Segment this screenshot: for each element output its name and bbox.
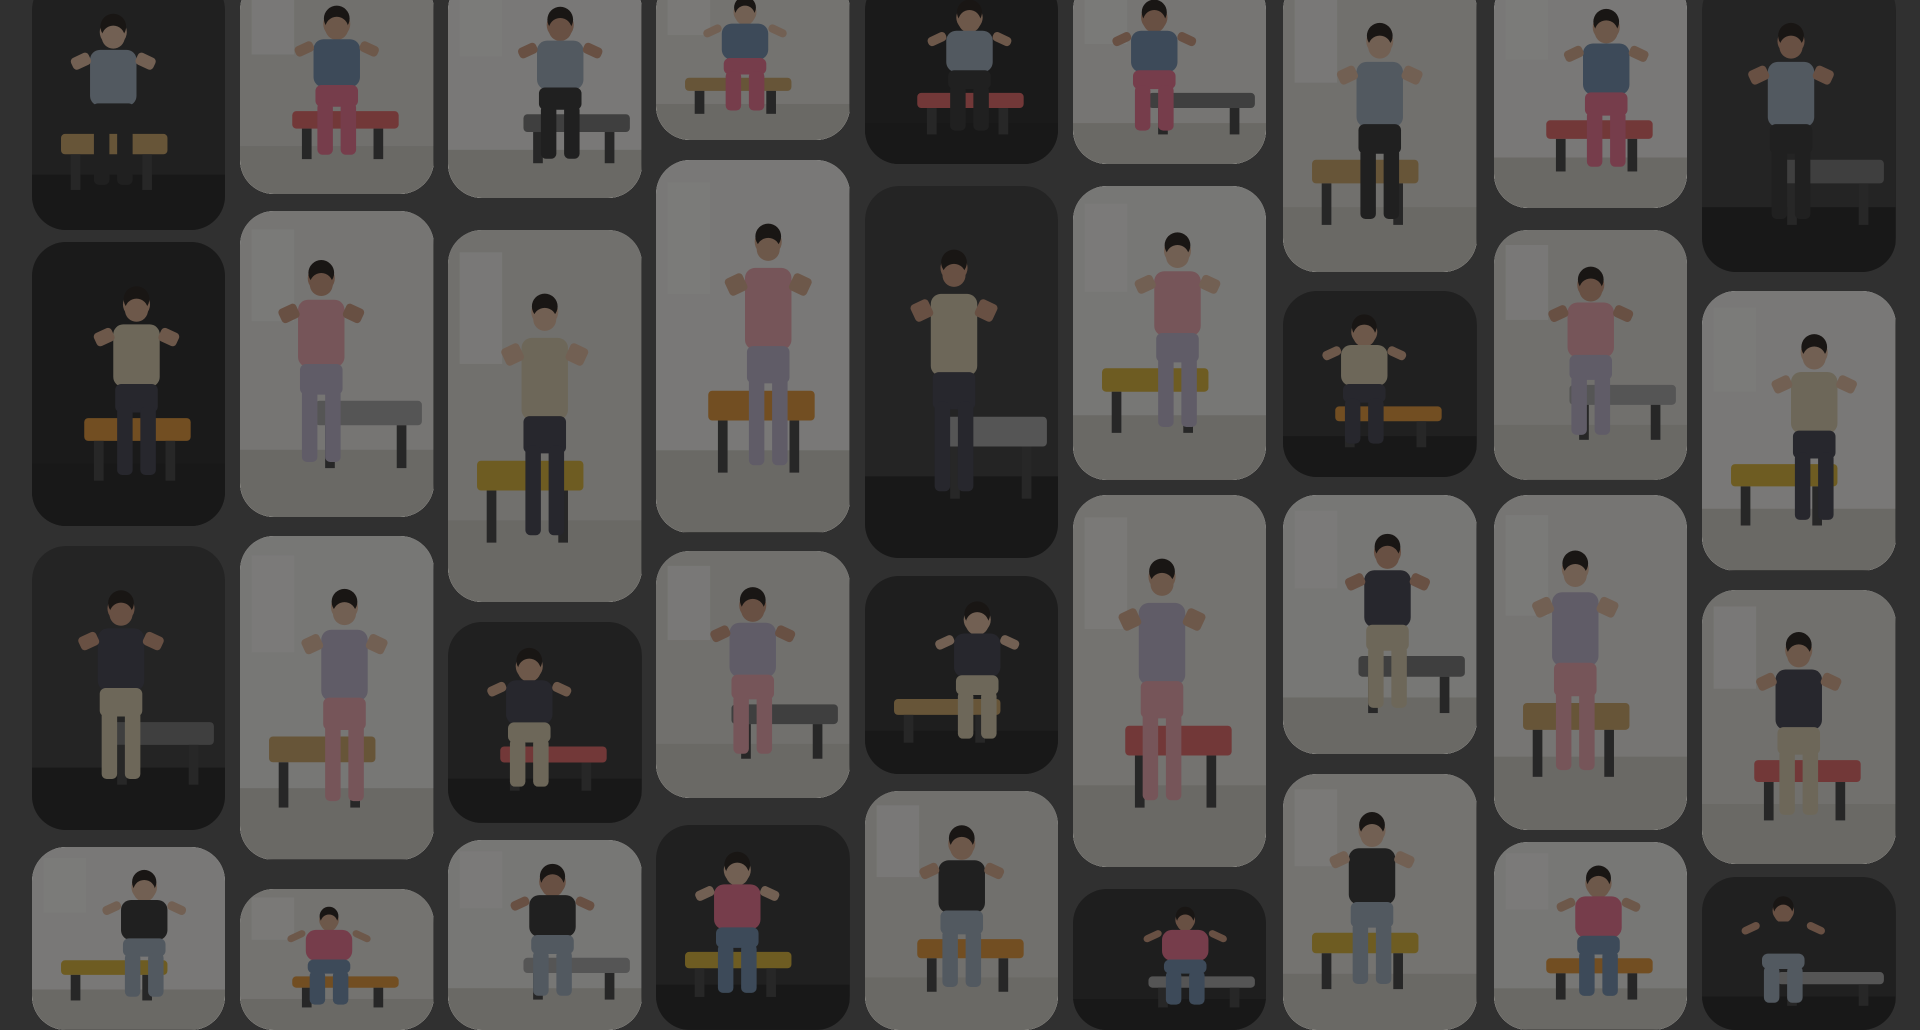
photo-tile-woman-rowing-machine[interactable] (1493, 842, 1688, 1030)
photo-tile-man-inversion-dark[interactable] (1702, 0, 1896, 272)
photo-tile-woman-hyperextension-bench[interactable] (448, 840, 642, 1030)
photo-tile-woman-exercise-bike[interactable] (1283, 0, 1477, 272)
photo-tile-man-bench-press-studio[interactable] (864, 0, 1058, 165)
photo-tile-man-side-plank-wooden-box[interactable] (31, 546, 226, 831)
photo-tile-man-barbell-curl[interactable] (864, 186, 1058, 559)
photo-tile-boy-fitness-trampoline[interactable] (1072, 186, 1267, 480)
photo-tile-man-ab-wheel[interactable] (448, 622, 642, 823)
photo-tile-woman-dumbbell-row[interactable] (240, 0, 434, 194)
photo-tile-man-pull-up-rack[interactable] (448, 230, 642, 603)
photo-tile-kids-orange-rack[interactable] (1072, 889, 1267, 1030)
photo-tile-woman-resistance-band-lunge[interactable] (1283, 494, 1477, 755)
photo-tile-woman-exercise-ball[interactable] (1702, 590, 1896, 865)
photo-tile-woman-dumbbell-curl-closeup[interactable] (31, 242, 226, 527)
photo-tile-woman-headstand-yoga[interactable] (240, 536, 434, 860)
photo-tile-man-dumbbell-row-bench[interactable] (1493, 0, 1688, 209)
photo-tile-man-plank-wooden-box[interactable] (31, 0, 226, 231)
photo-tile-woman-stepper-resistance-bands[interactable] (656, 160, 850, 533)
photo-tile-man-rowing-machine[interactable] (656, 825, 850, 1030)
photo-tile-woman-portrait-pink-top[interactable] (31, 847, 226, 1030)
photo-tile-woman-sit-up-bench[interactable] (656, 0, 850, 140)
photo-tile-woman-recumbent-bike[interactable] (240, 210, 434, 517)
photo-tile-man-dumbbell-front-raise[interactable] (240, 889, 434, 1030)
photo-tile-kids-trampoline[interactable] (1283, 773, 1477, 1030)
photo-tile-man-roman-chair[interactable] (448, 0, 642, 199)
photo-tile-woman-dumbbell-bench[interactable] (1072, 0, 1267, 165)
photo-tile-man-inversion-table[interactable] (864, 791, 1058, 1030)
photo-tile-woman-mini-trampoline-balance[interactable] (656, 551, 850, 799)
photo-tile-woman-weighted-hula-hoop[interactable] (1072, 494, 1267, 867)
photo-tile-woman-sit-up-bench-floor[interactable] (1702, 291, 1896, 571)
photo-tile-man-orange-bench-press[interactable] (1702, 876, 1896, 1030)
photo-tile-man-bench-press-yellow[interactable] (1493, 230, 1688, 480)
photo-tile-man-dumbbell-row-dark[interactable] (864, 575, 1058, 774)
photo-tile-man-dumbbell-rack-pushup[interactable] (1283, 291, 1477, 478)
photo-tile-woman-hula-hoop[interactable] (1493, 494, 1688, 831)
